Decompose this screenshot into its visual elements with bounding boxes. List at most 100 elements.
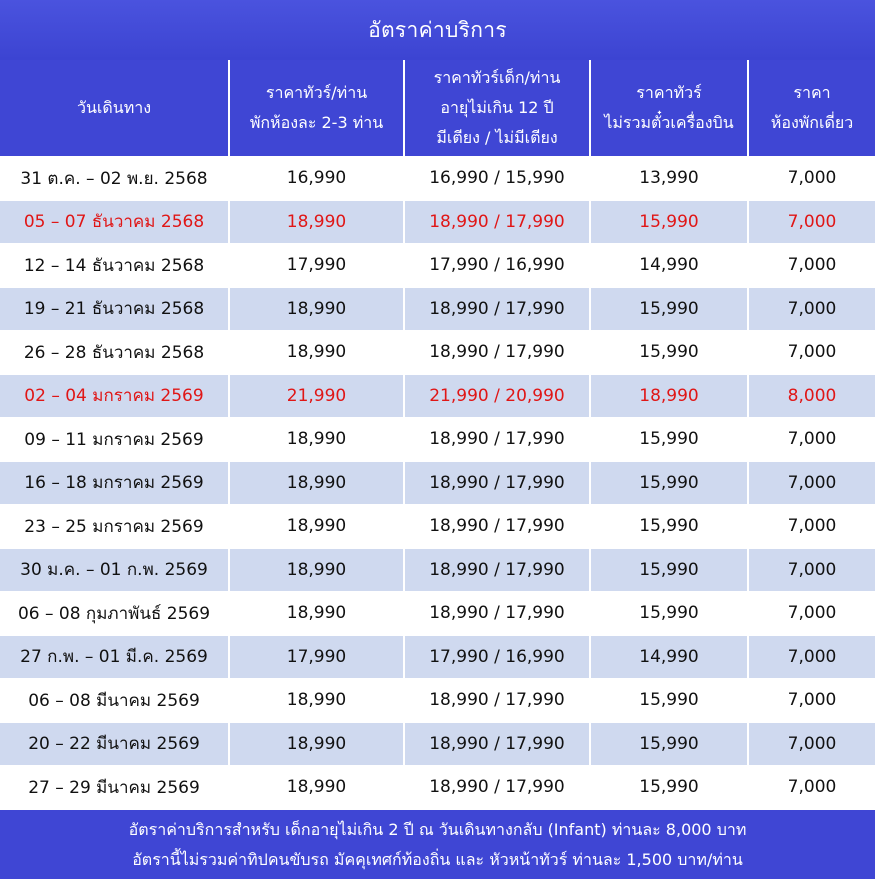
cell-travel-date: 30 ม.ค. – 01 ก.พ. 2569 bbox=[0, 547, 229, 592]
page-title: อัตราค่าบริการ bbox=[0, 0, 875, 60]
header-line: ราคาทัวร์เด็ก/ท่าน bbox=[433, 68, 561, 87]
header-travel-date: วันเดินทาง bbox=[0, 60, 229, 157]
header-line: ไม่รวมตั๋วเครื่องบิน bbox=[604, 113, 734, 132]
cell-no-flight-price: 15,990 bbox=[589, 460, 748, 505]
cell-child-price: 17,990 / 16,990 bbox=[403, 634, 590, 679]
cell-adult-price: 18,990 bbox=[228, 330, 404, 374]
header-child-price: ราคาทัวร์เด็ก/ท่านอายุไม่เกิน 12 ปีมีเตี… bbox=[403, 60, 590, 157]
table-row: 02 – 04 มกราคม 2569 21,990 21,990 / 20,990… bbox=[0, 373, 875, 418]
header-line: อายุไม่เกิน 12 ปี bbox=[440, 98, 554, 117]
cell-no-flight-price: 15,990 bbox=[589, 721, 748, 766]
cell-no-flight-price: 18,990 bbox=[589, 373, 748, 418]
cell-single-room: 7,000 bbox=[747, 199, 875, 244]
cell-child-price: 17,990 / 16,990 bbox=[403, 243, 590, 287]
header-line: ราคาทัวร์/ท่าน bbox=[265, 83, 368, 102]
footer-note-infant: อัตราค่าบริการสำหรับ เด็กอายุไม่เกิน 2 ป… bbox=[128, 819, 747, 839]
table-row: 27 ก.พ. – 01 มี.ค. 2569 17,990 17,990 / 16… bbox=[0, 634, 875, 679]
cell-child-price: 21,990 / 20,990 bbox=[403, 373, 590, 418]
cell-no-flight-price: 15,990 bbox=[589, 199, 748, 244]
cell-adult-price: 16,990 bbox=[228, 156, 404, 200]
header-line: มีเตียง / ไม่มีเตียง bbox=[436, 128, 558, 147]
cell-travel-date: 09 – 11 มกราคม 2569 bbox=[0, 417, 229, 461]
cell-single-room: 7,000 bbox=[747, 417, 875, 461]
cell-child-price: 18,990 / 17,990 bbox=[403, 199, 590, 244]
cell-adult-price: 18,990 bbox=[228, 765, 404, 809]
cell-adult-price: 17,990 bbox=[228, 634, 404, 679]
footer-notes: อัตราค่าบริการสำหรับ เด็กอายุไม่เกิน 2 ป… bbox=[0, 810, 875, 879]
header-line: พักห้องละ 2-3 ท่าน bbox=[249, 113, 384, 132]
table-row: 30 ม.ค. – 01 ก.พ. 2569 18,990 18,990 / 17,… bbox=[0, 547, 875, 592]
cell-no-flight-price: 15,990 bbox=[589, 330, 748, 374]
cell-travel-date: 02 – 04 มกราคม 2569 bbox=[0, 373, 229, 418]
header-no-flight-price: ราคาทัวร์ไม่รวมตั๋วเครื่องบิน bbox=[589, 60, 748, 157]
header-adult-price: ราคาทัวร์/ท่านพักห้องละ 2-3 ท่าน bbox=[228, 60, 404, 157]
cell-travel-date: 27 – 29 มีนาคม 2569 bbox=[0, 765, 229, 809]
cell-adult-price: 21,990 bbox=[228, 373, 404, 418]
cell-child-price: 18,990 / 17,990 bbox=[403, 765, 590, 809]
cell-single-room: 8,000 bbox=[747, 373, 875, 418]
cell-child-price: 18,990 / 17,990 bbox=[403, 417, 590, 461]
table-body: 31 ต.ค. – 02 พ.ย. 2568 16,990 16,990 / 15,… bbox=[0, 156, 875, 809]
cell-adult-price: 18,990 bbox=[228, 591, 404, 635]
cell-no-flight-price: 14,990 bbox=[589, 243, 748, 287]
table-header: วันเดินทาง ราคาทัวร์/ท่านพักห้องละ 2-3 ท่… bbox=[0, 60, 875, 157]
cell-child-price: 18,990 / 17,990 bbox=[403, 591, 590, 635]
cell-single-room: 7,000 bbox=[747, 678, 875, 722]
header-row: วันเดินทาง ราคาทัวร์/ท่านพักห้องละ 2-3 ท่… bbox=[0, 60, 875, 157]
cell-child-price: 18,990 / 17,990 bbox=[403, 547, 590, 592]
cell-no-flight-price: 15,990 bbox=[589, 417, 748, 461]
header-line: ราคาทัวร์ bbox=[636, 83, 702, 102]
cell-travel-date: 05 – 07 ธันวาคม 2568 bbox=[0, 199, 229, 244]
cell-adult-price: 18,990 bbox=[228, 199, 404, 244]
cell-no-flight-price: 13,990 bbox=[589, 156, 748, 200]
cell-single-room: 7,000 bbox=[747, 547, 875, 592]
cell-adult-price: 18,990 bbox=[228, 504, 404, 548]
header-line: วันเดินทาง bbox=[76, 98, 152, 117]
cell-adult-price: 18,990 bbox=[228, 417, 404, 461]
cell-travel-date: 06 – 08 กุมภาพันธ์ 2569 bbox=[0, 591, 229, 635]
table-row: 26 – 28 ธันวาคม 2568 18,990 18,990 / 17,99… bbox=[0, 330, 875, 374]
cell-single-room: 7,000 bbox=[747, 504, 875, 548]
cell-no-flight-price: 15,990 bbox=[589, 678, 748, 722]
table-row: 06 – 08 กุมภาพันธ์ 2569 18,990 18,990 / 17… bbox=[0, 591, 875, 635]
table-row: 19 – 21 ธันวาคม 2568 18,990 18,990 / 17,99… bbox=[0, 286, 875, 331]
cell-child-price: 18,990 / 17,990 bbox=[403, 286, 590, 331]
cell-travel-date: 23 – 25 มกราคม 2569 bbox=[0, 504, 229, 548]
rates-table: วันเดินทาง ราคาทัวร์/ท่านพักห้องละ 2-3 ท่… bbox=[0, 60, 875, 809]
cell-child-price: 18,990 / 17,990 bbox=[403, 678, 590, 722]
header-single-room: ราคา ห้องพักเดี่ยว bbox=[747, 60, 875, 157]
cell-adult-price: 18,990 bbox=[228, 678, 404, 722]
cell-no-flight-price: 15,990 bbox=[589, 591, 748, 635]
cell-single-room: 7,000 bbox=[747, 460, 875, 505]
table-row: 23 – 25 มกราคม 2569 18,990 18,990 / 17,990… bbox=[0, 504, 875, 548]
cell-no-flight-price: 15,990 bbox=[589, 547, 748, 592]
cell-adult-price: 18,990 bbox=[228, 460, 404, 505]
table-row: 12 – 14 ธันวาคม 2568 17,990 17,990 / 16,99… bbox=[0, 243, 875, 287]
table-row: 20 – 22 มีนาคม 2569 18,990 18,990 / 17,990… bbox=[0, 721, 875, 766]
cell-child-price: 16,990 / 15,990 bbox=[403, 156, 590, 200]
cell-child-price: 18,990 / 17,990 bbox=[403, 330, 590, 374]
cell-travel-date: 06 – 08 มีนาคม 2569 bbox=[0, 678, 229, 722]
cell-single-room: 7,000 bbox=[747, 156, 875, 200]
cell-single-room: 7,000 bbox=[747, 634, 875, 679]
cell-no-flight-price: 14,990 bbox=[589, 634, 748, 679]
table-row: 16 – 18 มกราคม 2569 18,990 18,990 / 17,990… bbox=[0, 460, 875, 505]
cell-child-price: 18,990 / 17,990 bbox=[403, 721, 590, 766]
cell-travel-date: 12 – 14 ธันวาคม 2568 bbox=[0, 243, 229, 287]
cell-child-price: 18,990 / 17,990 bbox=[403, 504, 590, 548]
cell-no-flight-price: 15,990 bbox=[589, 286, 748, 331]
header-line: ห้องพักเดี่ยว bbox=[770, 113, 854, 132]
cell-no-flight-price: 15,990 bbox=[589, 504, 748, 548]
cell-single-room: 7,000 bbox=[747, 721, 875, 766]
cell-single-room: 7,000 bbox=[747, 286, 875, 331]
cell-no-flight-price: 15,990 bbox=[589, 765, 748, 809]
footer-note-tips: อัตรานี้ไม่รวมค่าทิปคนขับรถ มัคคุเทศก์ท้… bbox=[132, 849, 743, 869]
cell-adult-price: 18,990 bbox=[228, 721, 404, 766]
cell-single-room: 7,000 bbox=[747, 591, 875, 635]
table-row: 09 – 11 มกราคม 2569 18,990 18,990 / 17,990… bbox=[0, 417, 875, 461]
cell-adult-price: 18,990 bbox=[228, 547, 404, 592]
cell-single-room: 7,000 bbox=[747, 330, 875, 374]
cell-travel-date: 19 – 21 ธันวาคม 2568 bbox=[0, 286, 229, 331]
cell-single-room: 7,000 bbox=[747, 765, 875, 809]
